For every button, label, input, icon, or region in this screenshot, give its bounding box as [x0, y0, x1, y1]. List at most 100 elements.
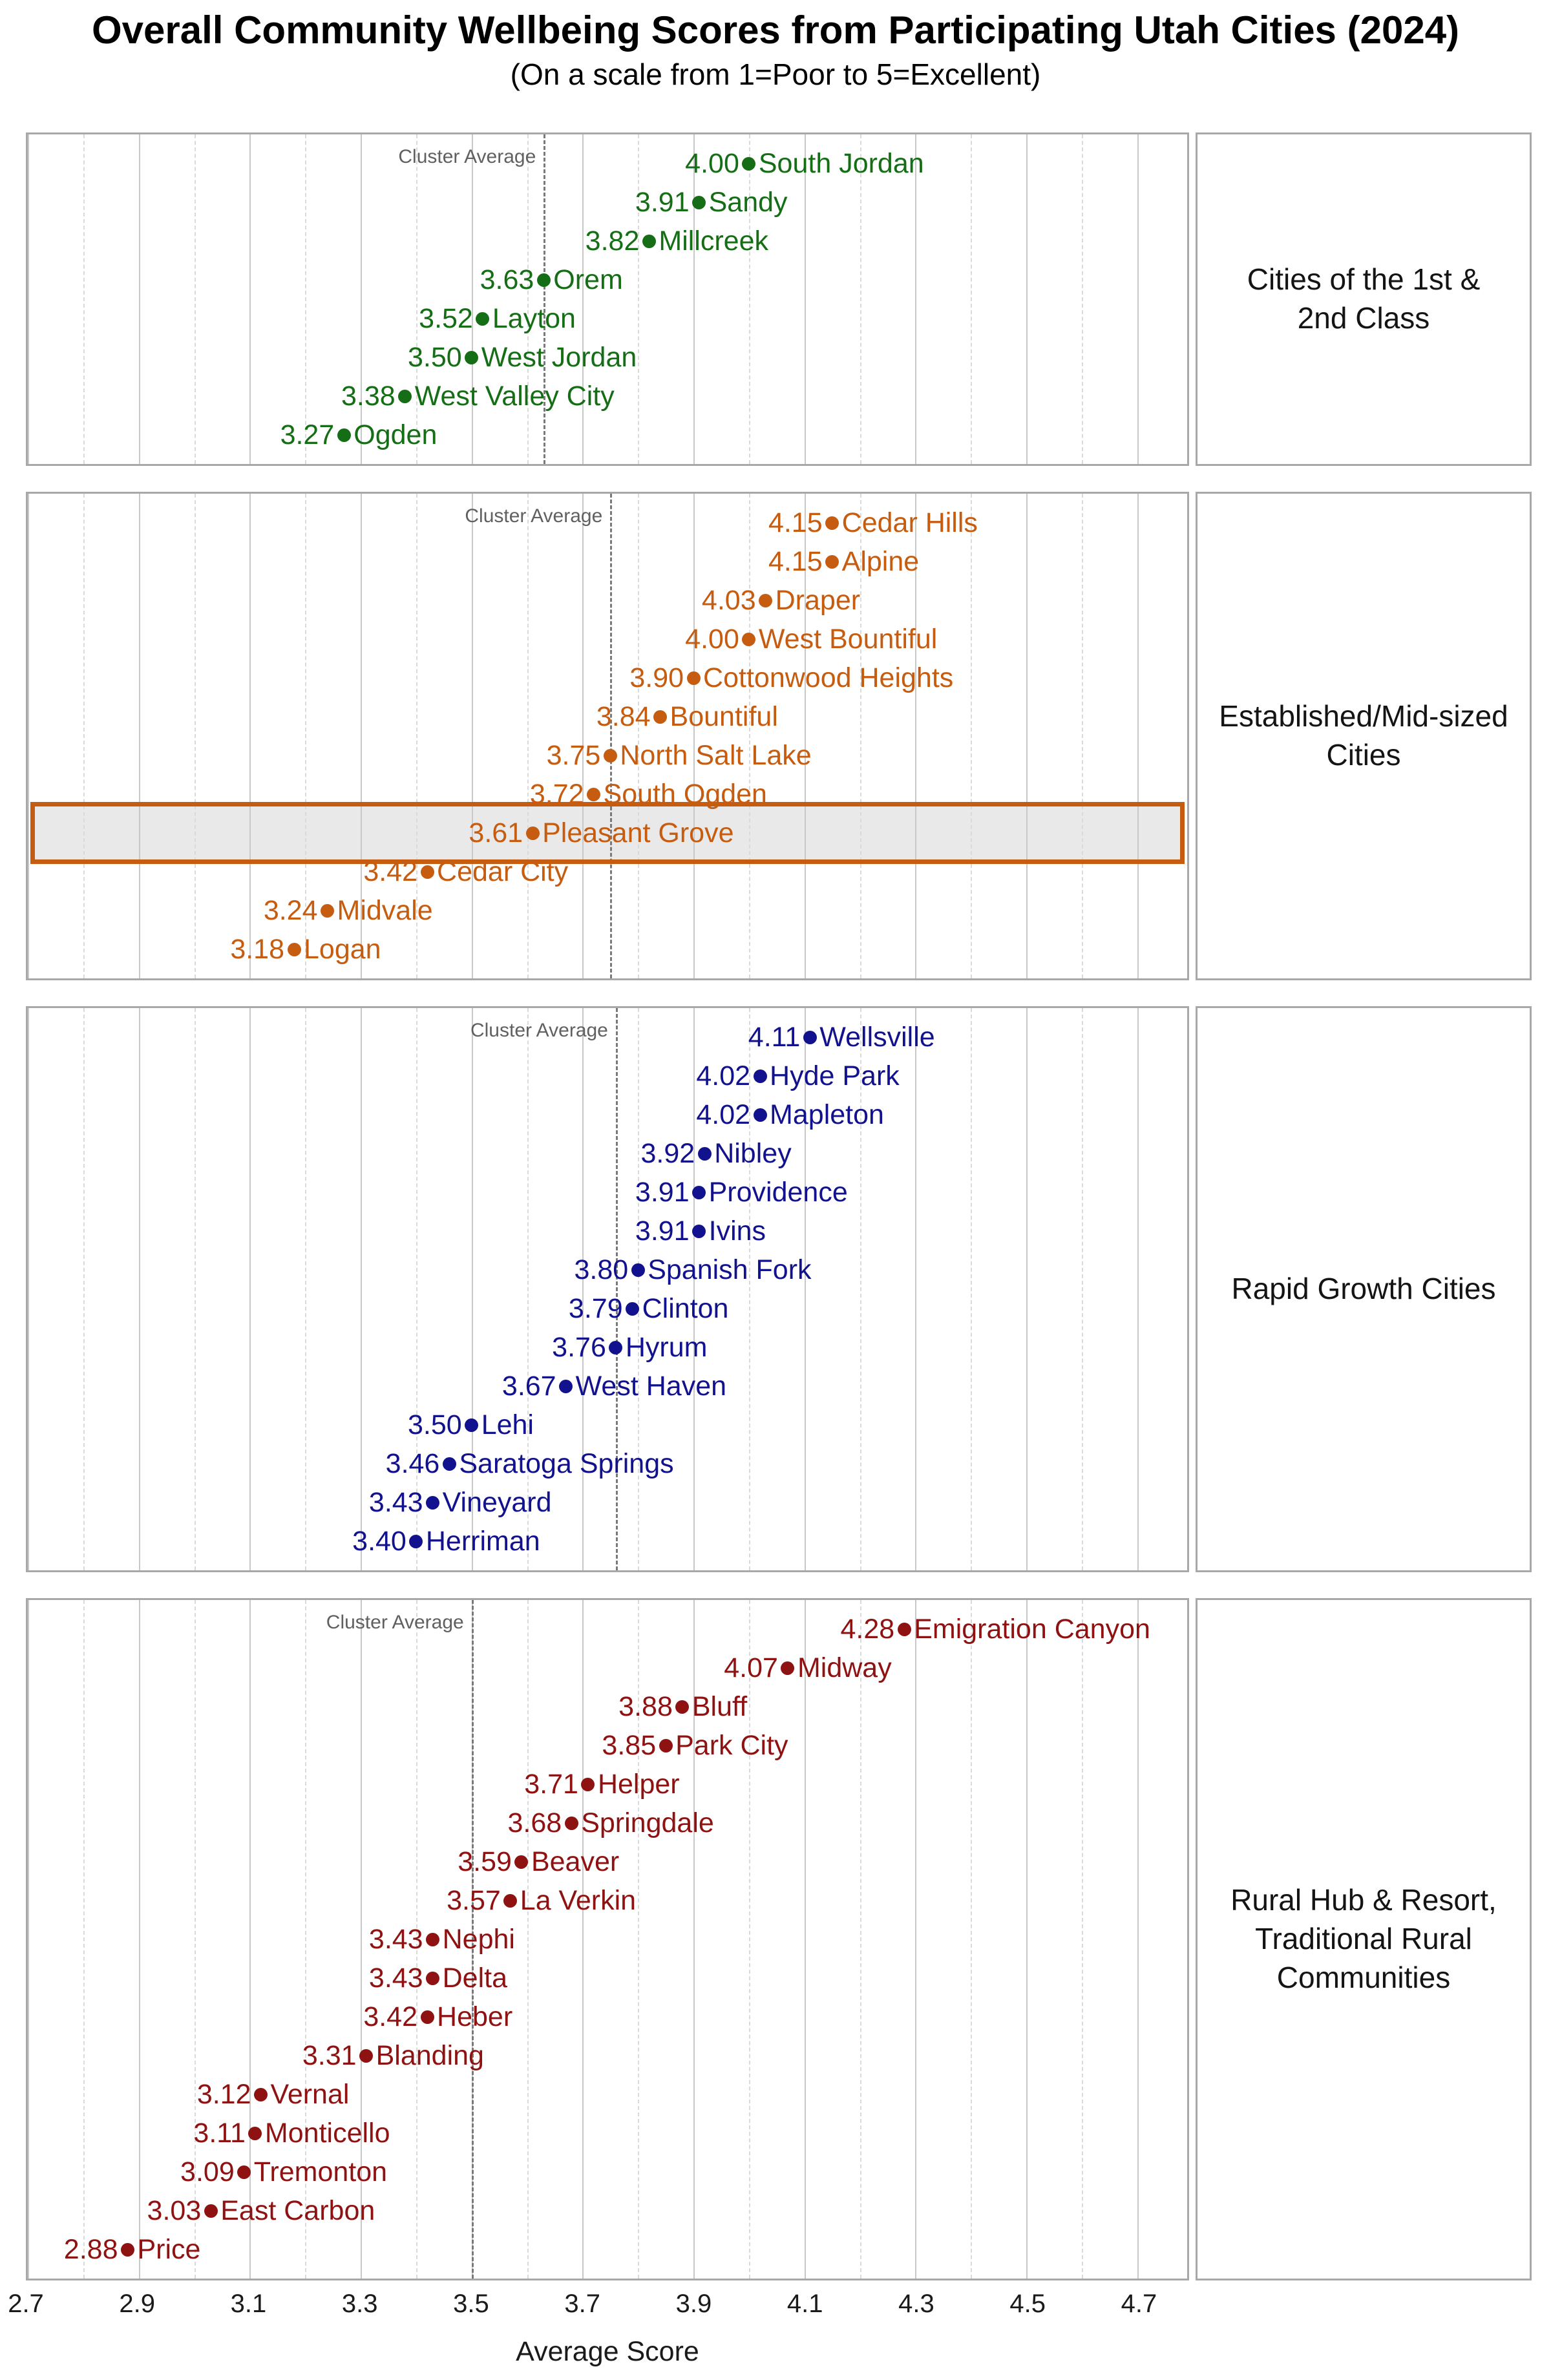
- gridline-major: [582, 494, 584, 978]
- chart-title: Overall Community Wellbeing Scores from …: [91, 8, 1460, 52]
- data-point-dot: [631, 1263, 645, 1277]
- gridline-minor: [638, 1600, 640, 2279]
- gridline-minor: [527, 1600, 529, 2279]
- data-point-city-label: Hyde Park: [770, 1060, 900, 1091]
- gridline-major: [471, 1008, 473, 1570]
- gridline-minor: [748, 494, 750, 978]
- facet-panel: Cluster Average 4.15 Cedar Hills 4.15 Alpine…: [26, 492, 1189, 980]
- gridline-minor: [527, 134, 529, 464]
- facet-panel: Cluster Average 4.28 Emigration Canyon 4.07…: [26, 1598, 1189, 2280]
- data-point-value: 3.50: [407, 1409, 462, 1440]
- gridline-minor: [860, 1008, 861, 1570]
- gridline-major: [1137, 1008, 1139, 1570]
- gridline-minor: [527, 1008, 529, 1570]
- data-point-dot: [587, 787, 601, 801]
- data-point-city-label: Providence: [708, 1177, 848, 1208]
- data-point-city-label: West Jordan: [481, 342, 637, 373]
- data-point-dot: [781, 1661, 795, 1675]
- data-point-value: 3.75: [546, 740, 601, 771]
- data-point-dot: [398, 389, 412, 403]
- facet-strip-line: 2nd Class: [1297, 301, 1430, 335]
- data-point-city-label: Saratoga Springs: [459, 1448, 674, 1479]
- x-tick-label: 4.7: [1121, 2290, 1157, 2318]
- data-point-value: 4.03: [701, 585, 756, 616]
- data-point-dot: [581, 1777, 595, 1791]
- gridline-major: [138, 1600, 140, 2279]
- gridline-minor: [416, 1008, 417, 1570]
- gridline-minor: [638, 494, 640, 978]
- facet-row: Cluster Average 4.15 Cedar Hills 4.15 Alpine…: [26, 492, 1532, 980]
- gridline-major: [249, 1008, 251, 1570]
- data-point-value: 4.15: [768, 546, 823, 577]
- data-point-dot: [525, 826, 540, 840]
- x-tick-label: 3.3: [341, 2290, 378, 2318]
- data-point-city-label: Draper: [775, 585, 861, 616]
- data-point-value: 3.31: [302, 2040, 357, 2071]
- gridline-major: [249, 494, 251, 978]
- data-point-dot: [426, 1495, 440, 1510]
- cluster-average-line: [543, 134, 546, 464]
- gridline-minor: [638, 134, 640, 464]
- data-point-dot: [337, 428, 351, 442]
- data-point-city-label: Springdale: [581, 1807, 714, 1838]
- facet-strip-line: Cities: [1326, 738, 1401, 772]
- data-point-value: 3.38: [341, 381, 396, 412]
- data-point-dot: [121, 2242, 134, 2257]
- data-point-city-label: South Ogden: [603, 779, 767, 810]
- data-point-city-label: Helper: [597, 1769, 680, 1800]
- data-point-dot: [653, 710, 668, 724]
- data-point-dot: [254, 2087, 268, 2101]
- gridline-minor: [83, 494, 85, 978]
- data-point-value: 3.59: [458, 1846, 512, 1877]
- gridline-major: [582, 1600, 584, 2279]
- gridline-minor: [305, 1600, 307, 2279]
- data-point-dot: [659, 1738, 673, 1753]
- gridline-minor: [860, 1600, 861, 2279]
- gridline-major: [1026, 494, 1028, 978]
- gridline-major: [804, 494, 806, 978]
- data-point-value: 3.61: [469, 817, 523, 848]
- data-point-value: 4.00: [685, 148, 739, 179]
- data-point-value: 3.42: [363, 856, 418, 887]
- data-point-value: 3.80: [574, 1254, 629, 1285]
- data-point-dot: [237, 2165, 251, 2179]
- data-point-dot: [536, 273, 551, 287]
- gridline-major: [361, 1008, 363, 1570]
- cluster-average-line: [471, 1600, 474, 2279]
- data-point-value: 3.43: [368, 1924, 423, 1955]
- gridline-minor: [971, 1008, 973, 1570]
- highlight-band-border: [30, 802, 1185, 864]
- gridline-major: [361, 1600, 363, 2279]
- data-point-value: 3.92: [640, 1138, 695, 1169]
- data-point-value: 3.90: [629, 662, 684, 693]
- gridline-minor: [748, 1600, 750, 2279]
- data-point-city-label: Blanding: [375, 2040, 484, 2071]
- data-point-city-label: Cottonwood Heights: [703, 662, 954, 693]
- data-point-value: 3.43: [368, 1963, 423, 1994]
- gridline-major: [915, 1008, 917, 1570]
- gridline-minor: [1081, 1600, 1083, 2279]
- data-point-value: 3.67: [501, 1371, 556, 1402]
- gridline-major: [249, 1600, 251, 2279]
- gridline-major: [804, 134, 806, 464]
- data-point-dot: [692, 1224, 706, 1238]
- gridline-major: [804, 1008, 806, 1570]
- gridline-major: [1026, 1600, 1028, 2279]
- gridline-minor: [638, 1008, 640, 1570]
- x-tick-label: 3.1: [230, 2290, 267, 2318]
- gridline-minor: [971, 134, 973, 464]
- data-point-city-label: Logan: [304, 934, 381, 965]
- gridline-major: [138, 1008, 140, 1570]
- cluster-average-label: Cluster Average: [470, 1020, 608, 1041]
- data-point-dot: [825, 516, 839, 530]
- x-tick-label: 4.5: [1009, 2290, 1046, 2318]
- data-point-dot: [742, 632, 756, 646]
- facet-panel: Cluster Average 4.00 South Jordan 3.91 Sandy…: [26, 132, 1189, 466]
- gridline-minor: [416, 134, 417, 464]
- gridline-minor: [860, 494, 861, 978]
- data-point-value: 3.88: [618, 1691, 673, 1722]
- gridline-minor: [194, 1008, 196, 1570]
- gridline-major: [138, 134, 140, 464]
- data-point-value: 4.11: [748, 1022, 801, 1053]
- data-point-city-label: Midvale: [337, 895, 433, 926]
